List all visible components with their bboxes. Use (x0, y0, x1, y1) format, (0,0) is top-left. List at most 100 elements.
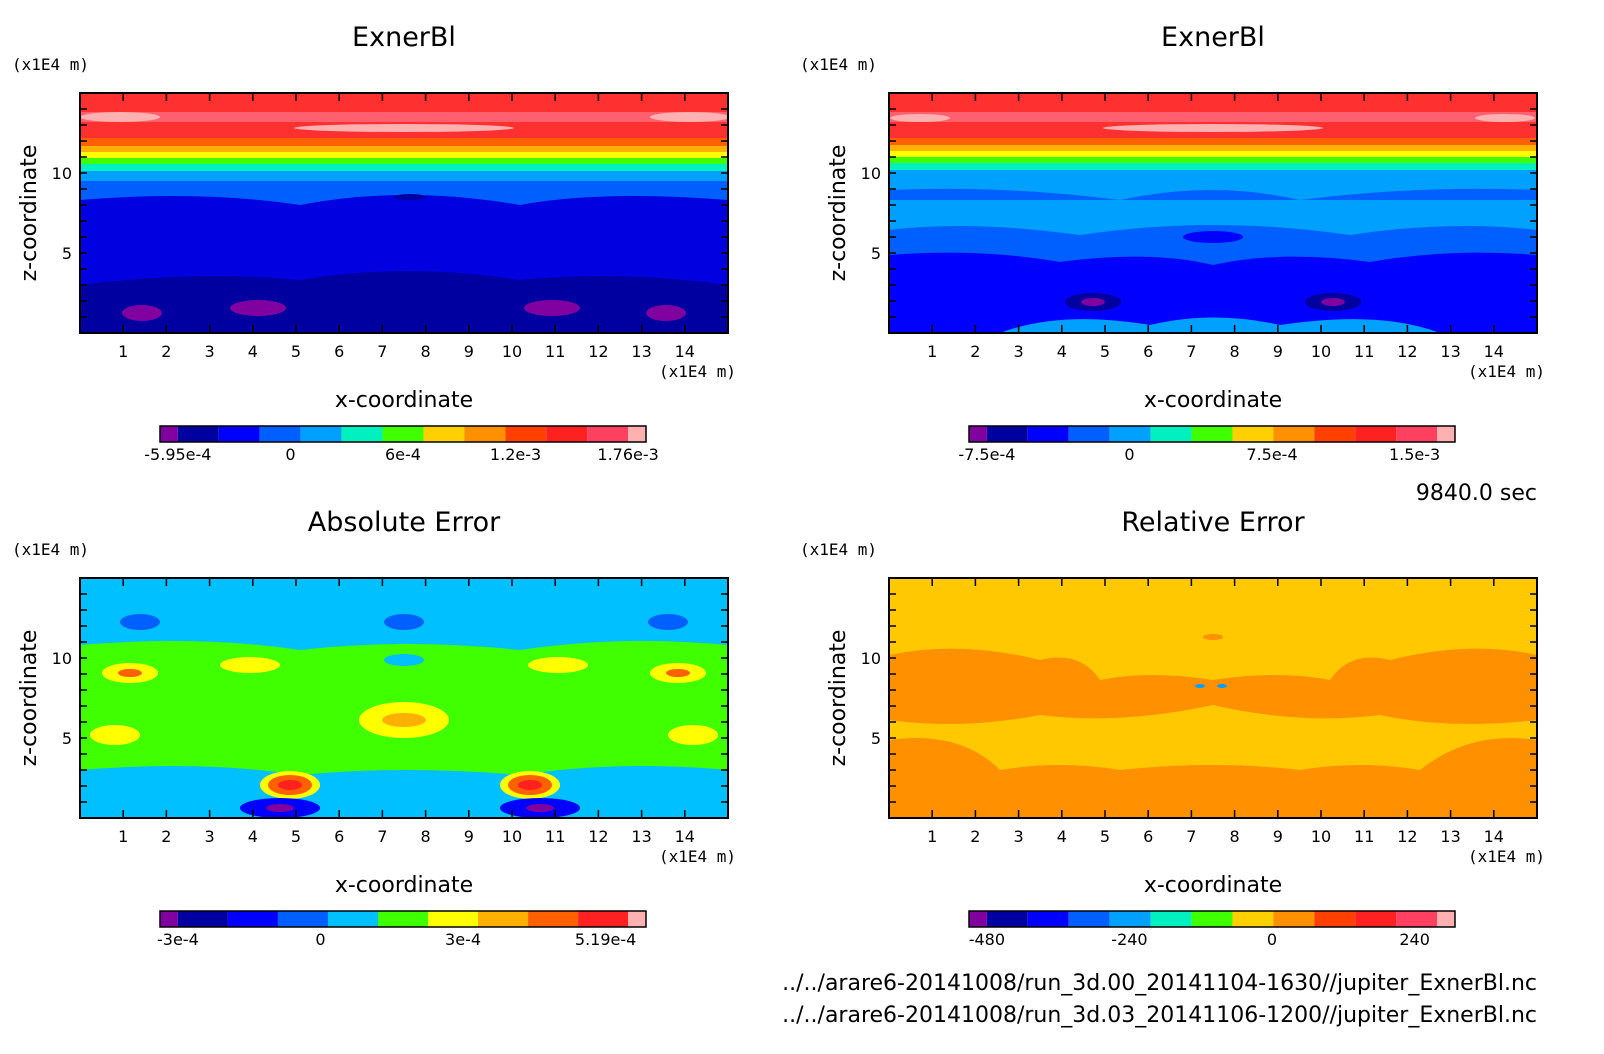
colorbar-label: -7.5e-4 (958, 445, 1015, 464)
y-tick-label: 5 (62, 729, 72, 748)
x-tick-label: 8 (421, 342, 431, 361)
x-tick-label: 14 (1484, 342, 1504, 361)
x-tick-label: 12 (588, 827, 608, 846)
colorbar-label: 0 (285, 445, 295, 464)
x-tick-label: 11 (545, 342, 565, 361)
colorbar-swatch (218, 426, 260, 442)
x-tick-label: 6 (334, 342, 344, 361)
x-tick-label: 7 (1186, 342, 1196, 361)
y-axis-label: z-coordinate (17, 145, 42, 282)
colorbar-frame (968, 910, 1456, 928)
colorbar-swatch (464, 426, 506, 442)
y-tick-label: 10 (52, 164, 72, 183)
colorbar-swatch (327, 911, 378, 927)
heatmap-field (80, 93, 728, 333)
colorbar-label: 0 (315, 930, 325, 949)
x-tick-label: 5 (291, 827, 301, 846)
x-tick-label: 8 (1230, 342, 1240, 361)
x-tick-label: 14 (1484, 827, 1504, 846)
x-axis-label: x-coordinate (1144, 873, 1282, 898)
heatmap-field (889, 93, 1537, 333)
colorbar-swatch (969, 426, 987, 442)
x-tick-label: 13 (1440, 342, 1460, 361)
x-tick-label: 1 (118, 342, 128, 361)
colorbar-swatch (628, 426, 646, 442)
x-tick-label: 2 (970, 827, 980, 846)
colorbar-swatch (160, 426, 178, 442)
colorbar-swatch (986, 426, 1028, 442)
colorbar-swatch (177, 911, 228, 927)
x-tick-label: 10 (502, 342, 522, 361)
x-tick-label: 4 (248, 342, 258, 361)
x-unit-label: (x1E4 m) (659, 362, 736, 381)
colorbar-swatch (1314, 911, 1356, 927)
colorbar-swatch (1191, 426, 1233, 442)
colorbar-swatch (1232, 426, 1274, 442)
panel-title: ExnerBl (1161, 22, 1265, 53)
colorbar-swatch (160, 911, 178, 927)
colorbar-swatch (1027, 426, 1069, 442)
colorbar-swatch (1273, 426, 1315, 442)
y-unit-label: (x1E4 m) (800, 540, 877, 559)
y-unit-label: (x1E4 m) (12, 55, 89, 74)
x-tick-label: 6 (1143, 827, 1153, 846)
heatmap-field (889, 578, 1537, 818)
x-tick-label: 10 (1311, 342, 1331, 361)
y-axis-label: z-coordinate (826, 145, 851, 282)
colorbar-swatch (1396, 426, 1438, 442)
colorbar-swatch (1150, 911, 1192, 927)
x-tick-label: 4 (1057, 342, 1067, 361)
x-tick-label: 8 (421, 827, 431, 846)
colorbar-swatch (177, 426, 219, 442)
colorbar-swatch (505, 426, 547, 442)
x-tick-label: 7 (377, 827, 387, 846)
y-axis-label: z-coordinate (17, 630, 42, 767)
x-tick-label: 14 (675, 827, 695, 846)
x-axis-label: x-coordinate (1144, 388, 1282, 413)
panel-exnerbl-2: ExnerBl (x1E4 m) 1 2 3 4 5 6 7 8 9 10 11 12 13 145 (800, 22, 1545, 464)
file-path-1: ../../arare6-20141008/run_3d.00_20141104… (782, 971, 1537, 996)
colorbar-swatch (341, 426, 383, 442)
heatmap-field (80, 578, 728, 818)
y-unit-label: (x1E4 m) (12, 540, 89, 559)
colorbar-label: 1.2e-3 (490, 445, 541, 464)
time-label: 9840.0 sec (1416, 481, 1537, 506)
plot-frame (888, 577, 1538, 819)
plot-frame (79, 577, 729, 819)
y-tick-label: 10 (861, 164, 881, 183)
colorbar-swatch (428, 911, 479, 927)
colorbar-swatch (1355, 911, 1397, 927)
colorbar-label: 1.5e-3 (1389, 445, 1440, 464)
x-tick-label: 5 (291, 342, 301, 361)
plot-frame (888, 92, 1538, 334)
x-tick-label: 1 (118, 827, 128, 846)
x-tick-label: 4 (1057, 827, 1067, 846)
x-tick-label: 5 (1100, 342, 1110, 361)
x-unit-label: (x1E4 m) (1468, 362, 1545, 381)
colorbar-swatch (628, 911, 646, 927)
colorbar-label: -5.95e-4 (144, 445, 211, 464)
colorbar-swatch (1068, 426, 1110, 442)
y-tick-label: 10 (861, 649, 881, 668)
colorbar-swatch (1437, 911, 1455, 927)
colorbar-label: 0 (1267, 930, 1277, 949)
colorbar-label: -240 (1111, 930, 1147, 949)
x-tick-label: 7 (377, 342, 387, 361)
x-tick-label: 10 (502, 827, 522, 846)
colorbar-swatch (377, 911, 429, 927)
x-tick-label: 2 (161, 342, 171, 361)
y-tick-label: 5 (871, 244, 881, 263)
panel-relative-error: Relative Error (x1E4 m) 1 2 3 4 5 6 7 8 9 10 11 12 1… (800, 507, 1545, 949)
x-tick-label: 6 (334, 827, 344, 846)
colorbar-label: 6e-4 (385, 445, 421, 464)
colorbar-swatch (259, 426, 301, 442)
colorbar-frame (159, 425, 647, 443)
colorbar-swatch (227, 911, 278, 927)
colorbar-swatch (277, 911, 328, 927)
x-tick-label: 2 (970, 342, 980, 361)
colorbar-swatch (546, 426, 588, 442)
x-tick-label: 12 (1397, 342, 1417, 361)
colorbar-swatch (1314, 426, 1356, 442)
